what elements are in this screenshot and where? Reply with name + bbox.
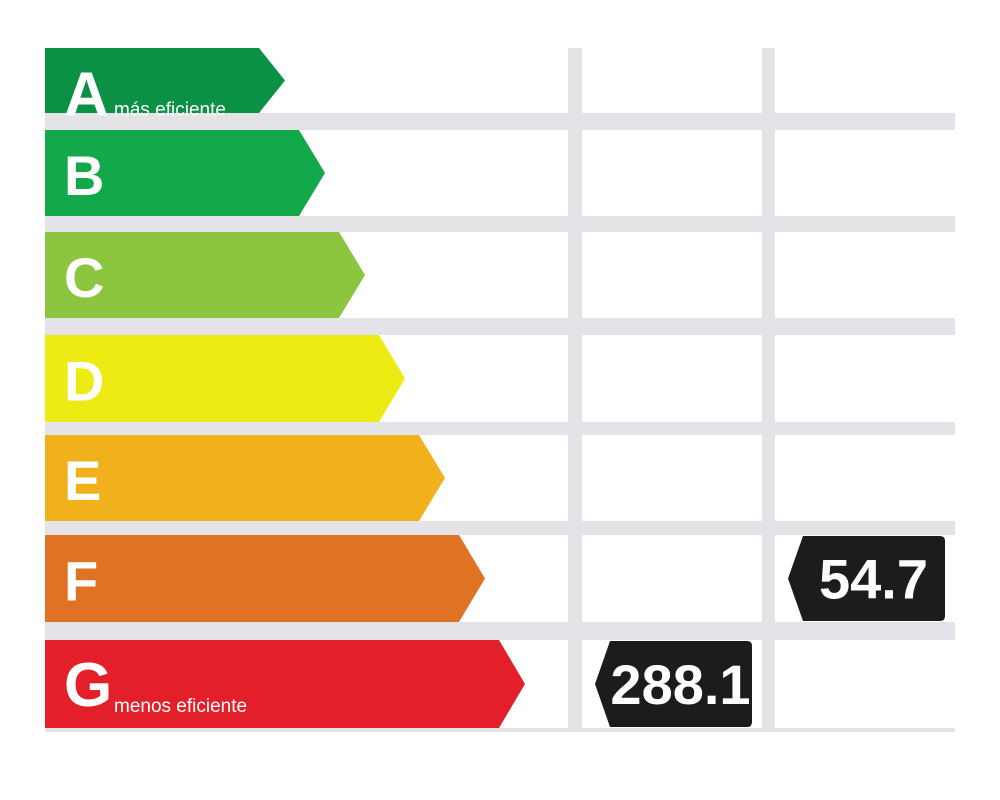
- cell: [775, 232, 955, 318]
- cell: [582, 335, 762, 422]
- rating-letter: E: [64, 449, 101, 512]
- cell: [582, 535, 762, 622]
- cell: [775, 48, 955, 113]
- value-indicator: [595, 641, 752, 727]
- cell: [582, 232, 762, 318]
- cell: [582, 130, 762, 216]
- rating-arrow: [45, 435, 445, 521]
- value-indicator: [788, 536, 945, 621]
- rating-arrow: [45, 640, 525, 728]
- cell: [775, 435, 955, 521]
- rating-arrow: [45, 335, 405, 422]
- rating-arrow: [45, 48, 285, 113]
- cell: [582, 48, 762, 113]
- rating-arrow: [45, 535, 485, 622]
- rating-letter: C: [64, 246, 104, 309]
- rating-arrow: [45, 130, 325, 216]
- rating-arrow: [45, 232, 365, 318]
- rating-note: menos eficiente: [114, 696, 247, 717]
- rating-letter: A: [64, 61, 109, 130]
- cell: [582, 435, 762, 521]
- cell: [775, 335, 955, 422]
- indicator-value: 54.7: [819, 548, 928, 611]
- cell: [775, 130, 955, 216]
- indicator-value: 288.1: [610, 653, 750, 716]
- rating-letter: D: [64, 350, 104, 413]
- rating-letter: F: [64, 550, 98, 613]
- rating-letter: G: [64, 651, 112, 720]
- cell: [775, 640, 955, 728]
- rating-note: más eficiente: [114, 100, 226, 121]
- rating-letter: B: [64, 144, 104, 207]
